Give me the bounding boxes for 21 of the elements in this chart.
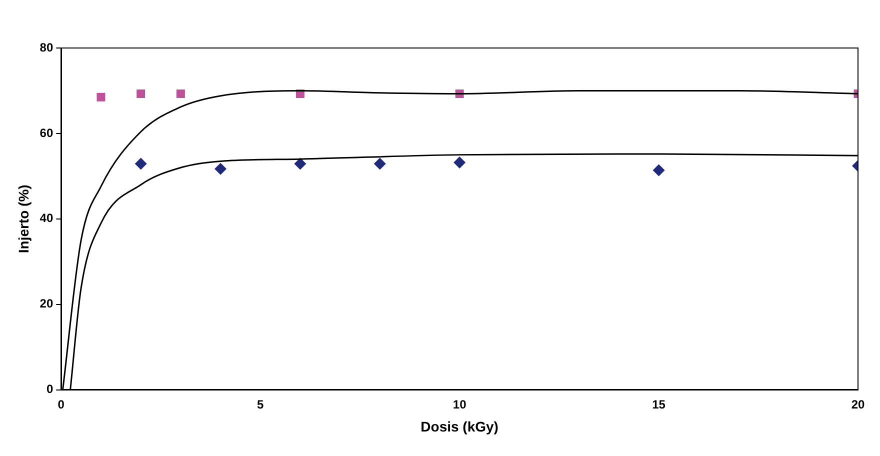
point	[652, 164, 665, 176]
x-tick-label: 20	[851, 397, 865, 412]
y-tick-label: 60	[40, 126, 54, 140]
x-tick-label: 5	[257, 397, 264, 412]
point	[214, 162, 227, 175]
y-tick-label: 0	[46, 382, 54, 396]
x-axis-title: Dosis (kGy)	[420, 418, 498, 434]
y-tick-label: 40	[40, 211, 54, 226]
x-tick-label: 0	[58, 397, 65, 412]
x-tick-label: 15	[652, 397, 666, 412]
point	[374, 158, 386, 170]
x-tick-label: 10	[452, 397, 467, 412]
y-tick-label: 20	[40, 296, 54, 311]
point	[136, 89, 146, 98]
y-tick-label: 80	[40, 40, 54, 54]
point	[96, 92, 106, 102]
point	[454, 156, 466, 169]
y-axis-title: Injerto (%)	[15, 184, 32, 254]
point	[176, 89, 185, 98]
point	[134, 158, 147, 170]
point	[294, 158, 306, 170]
